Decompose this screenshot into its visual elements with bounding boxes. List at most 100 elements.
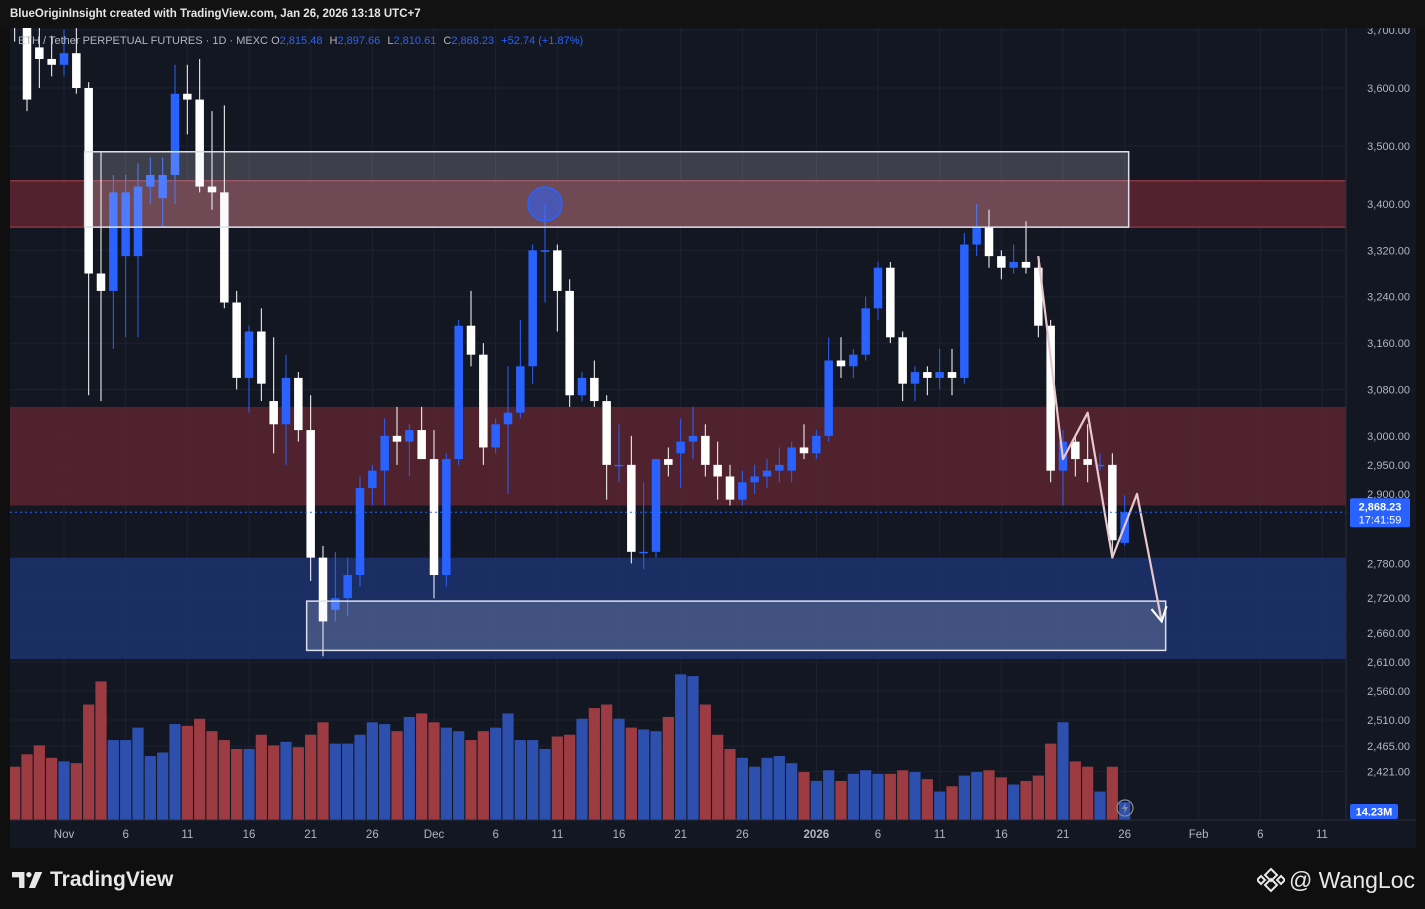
x-tick-label: 6 [492,829,498,841]
candle-body [72,53,81,88]
candle-body [849,354,858,367]
tradingview-brand-text: TradingView [50,868,174,891]
legend-open: 2,815.48 [279,35,323,47]
candle-body [257,331,266,384]
candle-body [577,377,587,396]
volume-bar [70,763,82,820]
legend-close: 2,868.23 [451,35,495,47]
price-axis-background [1346,28,1416,820]
candle-body [170,93,180,175]
legend-change: +52.74 (+1.87%) [501,35,584,47]
candle-body [343,575,352,599]
candle-body [281,377,291,425]
volume-bar [391,731,403,820]
candle-body [355,488,365,576]
volume-bar [921,779,933,820]
x-tick-label: 16 [613,829,626,841]
legend-high: 2,897.66 [337,35,381,47]
candle-body [146,174,155,187]
volume-bar [231,748,243,820]
volume-bar [884,773,896,820]
volume-bar [268,745,280,820]
candle-body [1009,261,1018,268]
candle-body [750,476,759,483]
tradingview-brand[interactable]: TradingView [12,866,173,894]
volume-bar [1057,722,1069,820]
candle-body [528,250,537,367]
candle-body [442,459,451,576]
y-tick-label: 2,610.00 [1367,657,1410,669]
candle-body [158,174,167,199]
tradingview-logo-icon [12,872,43,888]
legend-low: 2,810.61 [393,35,437,47]
candle-body [1034,267,1043,326]
candle-body [269,401,278,425]
candle-body [775,464,784,471]
candle-body [762,470,772,477]
candle-body [380,435,389,471]
candle-body [972,227,981,245]
volume-bar [342,743,354,820]
volume-bar [169,724,181,820]
volume-bar [366,722,378,820]
volume-bar [255,734,267,820]
y-tick-label: 2,510.00 [1367,715,1410,727]
volume-bar [502,713,514,820]
candle-body [84,87,93,274]
projection-path [1037,255,1163,622]
volume-bar [551,736,563,820]
volume-bar [58,761,70,820]
y-tick-label: 3,500.00 [1367,141,1410,153]
volume-bar [453,731,465,820]
volume-bar [675,674,687,820]
volume-bar [786,763,798,820]
x-tick-label: 6 [875,829,881,841]
x-tick-label: 11 [551,829,563,841]
candle-body [232,302,241,378]
y-tick-label: 2,950.00 [1367,460,1410,472]
candle-body [676,441,685,454]
legend-symbol: ETH / Tether PERPETUAL FUTURES · 1D · ME… [18,35,268,47]
y-tick-label: 3,600.00 [1367,83,1410,95]
volume-bar [416,713,428,820]
candle-body [392,435,402,442]
candle-body [898,337,907,384]
volume-bar [218,740,230,820]
y-tick-label: 2,560.00 [1367,686,1410,698]
y-tick-label: 2,465.00 [1367,741,1410,753]
volume-bar [120,740,132,820]
volume-bar [946,786,958,820]
lightning-icon[interactable] [1116,799,1134,817]
candlestick-chart[interactable]: 3,700.00 3,600.00 3,500.00 3,400.00 3,320.00… [10,28,1416,848]
y-tick-label: 3,400.00 [1367,199,1410,211]
candle-body [947,372,957,378]
volume-bar [144,756,156,820]
candle-body [109,192,118,291]
candle-body [602,401,611,465]
chart-frame[interactable]: 3,700.00 3,600.00 3,500.00 3,400.00 3,320.00… [10,28,1416,848]
candle-body [1046,325,1055,471]
binance-logo-icon [1256,867,1285,893]
y-tick-label: 3,700.00 [1367,28,1410,37]
volume-bar [1045,743,1057,820]
candle-body [873,267,883,309]
volume-bar [194,718,206,820]
volume-bar [465,740,477,820]
volume-bar [379,724,391,820]
candle-body [244,331,254,378]
y-tick-label: 2,900.00 [1367,489,1410,501]
candle-body [22,28,32,100]
volume-bar [588,708,600,820]
candle-body [935,372,944,378]
volume-bar [687,676,699,820]
volume-bar [958,775,970,820]
candle-body [516,366,525,413]
volume-bar [46,757,58,820]
x-tick-label: 11 [181,829,193,841]
volume-bar [897,770,909,820]
volume-bar [662,716,674,820]
y-tick-label: 3,240.00 [1367,292,1410,304]
volume-bar [995,777,1007,820]
candle-body [799,447,809,454]
volume-bar [428,722,440,820]
